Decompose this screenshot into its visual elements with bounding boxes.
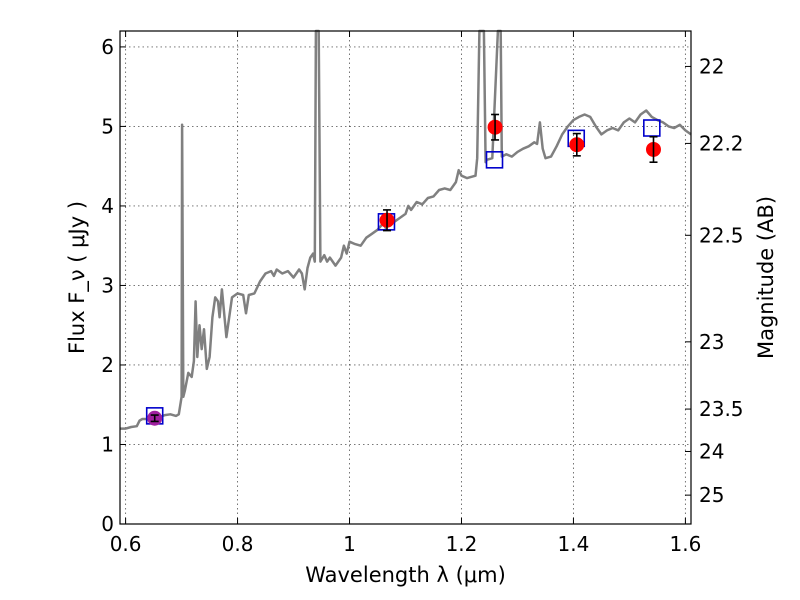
plot-frame bbox=[119, 30, 692, 525]
right-tick-label: 22.5 bbox=[699, 223, 744, 247]
right-axis-label: Magnitude (AB) bbox=[754, 196, 778, 359]
model-photometry-square bbox=[485, 151, 504, 169]
x-tick-label: 1.6 bbox=[669, 532, 701, 556]
right-tick-label: 22.2 bbox=[699, 131, 744, 155]
model-photometry-square bbox=[643, 119, 661, 137]
right-tick-label: 23 bbox=[699, 330, 724, 354]
right-tick-label: 25 bbox=[699, 483, 724, 507]
y-tick-label: 5 bbox=[101, 114, 114, 138]
y-tick-label: 0 bbox=[101, 512, 114, 536]
y-tick-label: 1 bbox=[101, 432, 114, 456]
grid-lines bbox=[120, 31, 691, 525]
x-tick-label: 0.6 bbox=[110, 532, 142, 556]
y-axis-label: Flux F_ν ( μJy ) bbox=[65, 201, 90, 354]
plot-area bbox=[120, 29, 692, 430]
x-tick-label: 1.2 bbox=[446, 532, 478, 556]
x-tick-label: 0.8 bbox=[222, 532, 254, 556]
right-tick-label: 22 bbox=[699, 54, 724, 78]
y-tick-label: 6 bbox=[101, 35, 114, 59]
right-axis-ticks: 22 22.2 22.5 23 23.5 24 25 bbox=[685, 54, 744, 507]
right-tick-label: 24 bbox=[699, 439, 724, 463]
x-axis-ticks: 0.6 0.8 1 1.2 1.4 1.6 bbox=[110, 31, 701, 556]
x-tick-label: 1 bbox=[343, 532, 356, 556]
y-tick-label: 3 bbox=[101, 273, 114, 297]
model-photometry-markers bbox=[145, 119, 661, 425]
model-sed-line bbox=[120, 29, 692, 430]
observed-photometry-markers bbox=[147, 113, 661, 426]
y-axis-ticks: 0 1 2 3 4 5 6 bbox=[101, 35, 126, 536]
y-tick-label: 4 bbox=[101, 194, 114, 218]
x-axis-label: Wavelength λ (μm) bbox=[305, 563, 506, 587]
y-tick-label: 2 bbox=[101, 353, 114, 377]
x-tick-label: 1.4 bbox=[558, 532, 590, 556]
right-tick-label: 23.5 bbox=[699, 397, 744, 421]
